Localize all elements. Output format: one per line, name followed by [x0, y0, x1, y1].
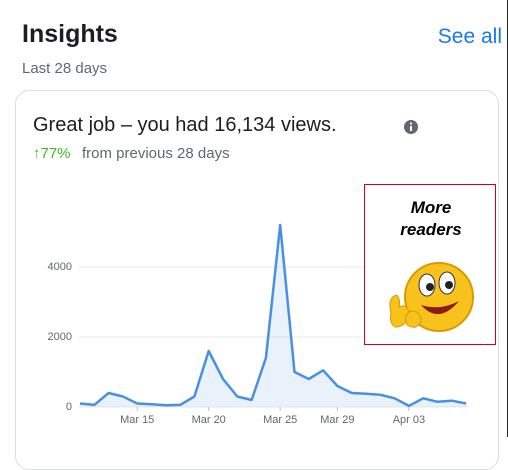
period-label: Last 28 days	[22, 60, 108, 77]
line	[79, 223, 467, 408]
x-tick-label: Mar 20	[192, 414, 226, 426]
annotation-box: More readers	[364, 184, 496, 345]
y-tick-label: 2000	[48, 331, 72, 343]
y-tick-label: 0	[66, 401, 72, 413]
x-tick-label: Apr 03	[393, 414, 425, 426]
annotation-text: More readers	[400, 198, 462, 239]
see-all-link[interactable]: See all	[437, 25, 502, 48]
y-tick-label: 4000	[48, 261, 72, 273]
chart: 0 2000 4000 Mar 15 Mar 20 Mar 25 Mar 29 Apr 03	[48, 223, 470, 426]
page: {"header": {"title": "Insights", "link":…	[15, 0, 508, 470]
info-icon[interactable]	[403, 119, 419, 135]
chart-title: Great job – you had 16,134 views.	[33, 114, 337, 136]
x-tick-label: Mar 29	[320, 414, 354, 426]
emoji	[389, 262, 474, 332]
change-note: from previous 28 days	[82, 145, 230, 162]
x-tick-label: Mar 25	[263, 414, 297, 426]
change-value: ↑77%	[33, 145, 71, 162]
x-tick-label: Mar 15	[120, 414, 154, 426]
page-title: Insights	[22, 20, 118, 48]
area	[80, 225, 467, 407]
